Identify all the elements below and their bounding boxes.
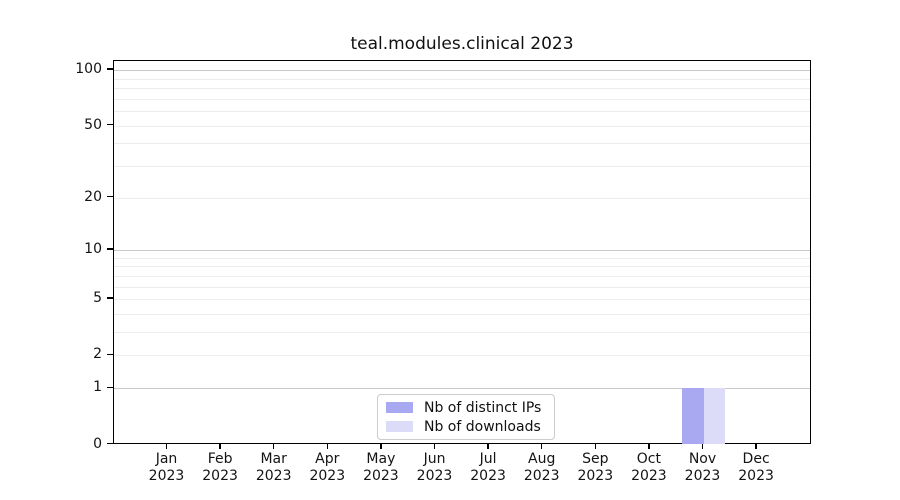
- bar-nb-of-downloads-nov-2023: [703, 388, 725, 445]
- x-tick-mark-dec: [755, 443, 757, 449]
- x-tick-mark-jun: [433, 443, 436, 449]
- minor-gridline-y5: [114, 299, 810, 301]
- minor-gridline-y3: [114, 332, 810, 334]
- legend-swatch-distinct-ips: [386, 402, 413, 413]
- minor-gridline-y60: [114, 111, 810, 112]
- x-tick-mark-sep: [594, 443, 596, 449]
- x-tick-label-jun-2023: Jun 2023: [416, 451, 453, 484]
- minor-gridline-y20: [114, 197, 810, 199]
- y-tick-label-0: 0: [93, 435, 102, 452]
- y-tick-mark-2: [107, 353, 113, 356]
- x-tick-label-apr-2023: Apr 2023: [309, 451, 346, 484]
- x-tick-label-aug-2023: Aug 2023: [523, 451, 560, 484]
- y-tick-mark-1: [107, 386, 113, 388]
- minor-gridline-y40: [114, 143, 810, 145]
- x-tick-mark-mar: [273, 443, 275, 449]
- y-tick-label-50: 50: [84, 116, 102, 133]
- x-tick-label-jan-2023: Jan 2023: [148, 451, 185, 484]
- minor-gridline-y80: [114, 88, 810, 89]
- major-gridline-y1: [114, 388, 810, 390]
- minor-gridline-y8: [114, 266, 810, 268]
- minor-gridline-y50: [114, 125, 810, 127]
- x-tick-mark-apr: [326, 443, 328, 449]
- x-tick-mark-jan: [165, 443, 168, 449]
- minor-gridline-y7: [114, 275, 810, 277]
- legend-item-distinct-ips: Nb of distinct IPs: [378, 398, 554, 417]
- y-tick-label-10: 10: [84, 240, 102, 257]
- x-tick-mark-jul: [487, 443, 489, 449]
- x-tick-label-jul-2023: Jul 2023: [470, 451, 506, 484]
- x-tick-mark-nov: [701, 443, 704, 449]
- y-tick-label-20: 20: [84, 188, 102, 205]
- x-tick-label-may-2023: May 2023: [363, 451, 399, 484]
- x-tick-label-feb-2023: Feb 2023: [202, 451, 238, 484]
- y-tick-mark-100: [107, 68, 113, 70]
- legend-label-distinct-ips: Nb of distinct IPs: [424, 399, 542, 416]
- y-tick-label-2: 2: [93, 346, 102, 363]
- x-tick-label-nov-2023: Nov 2023: [684, 451, 721, 484]
- legend: Nb of distinct IPs Nb of downloads: [377, 394, 555, 440]
- plot-area: [113, 60, 811, 445]
- legend-label-downloads: Nb of downloads: [424, 418, 541, 435]
- x-tick-label-oct-2023: Oct 2023: [631, 451, 667, 484]
- y-tick-label-100: 100: [75, 61, 102, 78]
- legend-item-downloads: Nb of downloads: [378, 417, 554, 436]
- y-tick-label-5: 5: [93, 290, 102, 307]
- x-tick-mark-feb: [219, 443, 221, 449]
- legend-swatch-downloads: [386, 421, 413, 432]
- x-tick-label-mar-2023: Mar 2023: [255, 451, 292, 484]
- minor-gridline-y2: [114, 355, 810, 357]
- minor-gridline-y4: [114, 313, 810, 315]
- y-tick-mark-5: [107, 297, 113, 299]
- bar-nb-of-distinct-ips-nov-2023: [682, 388, 704, 445]
- y-tick-mark-50: [107, 123, 113, 126]
- major-gridline-y100: [114, 70, 810, 72]
- y-tick-label-1: 1: [93, 379, 102, 396]
- major-gridline-y10: [114, 249, 810, 251]
- minor-gridline-y9: [114, 257, 810, 259]
- x-tick-mark-aug: [541, 443, 543, 449]
- minor-gridline-y6: [114, 286, 810, 288]
- y-tick-mark-10: [107, 248, 113, 250]
- chart-title: teal.modules.clinical 2023: [350, 34, 574, 54]
- minor-gridline-y70: [114, 98, 810, 100]
- minor-gridline-y90: [114, 78, 810, 80]
- y-tick-mark-20: [107, 195, 113, 198]
- x-tick-label-dec-2023: Dec 2023: [738, 451, 774, 484]
- minor-gridline-y30: [114, 165, 810, 167]
- y-tick-mark-0: [107, 442, 113, 445]
- x-tick-label-sep-2023: Sep 2023: [577, 451, 614, 484]
- x-tick-mark-may: [380, 443, 382, 449]
- x-tick-mark-oct: [648, 443, 650, 449]
